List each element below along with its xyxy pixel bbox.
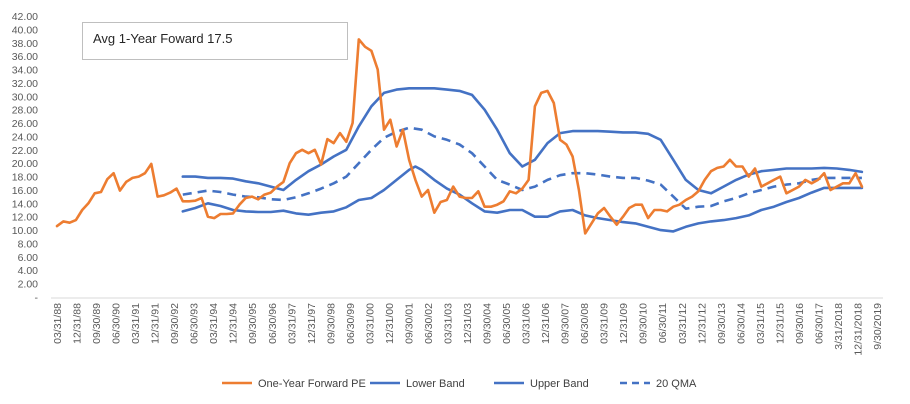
x-tick-label: 06/30/14 xyxy=(735,303,747,344)
x-tick-label: 09/30/13 xyxy=(716,303,728,344)
y-tick-label: 16.00 xyxy=(12,185,38,197)
legend: One-Year Forward PE Lower Band Upper Band 2… xyxy=(222,378,697,390)
series-line-one-year-forward-pe xyxy=(55,38,864,235)
x-tick-label: 12/31/12 xyxy=(696,303,708,344)
annotation-box: Avg 1-Year Foward 17.5 xyxy=(82,22,348,60)
x-tick-label: 09/30/92 xyxy=(169,303,181,344)
x-tick-label: 03/31/88 xyxy=(52,303,64,344)
y-tick-label: 36.00 xyxy=(12,51,38,63)
x-tick-label: 09/30/04 xyxy=(482,303,494,344)
x-tick-label: 3/31/2018 xyxy=(833,303,845,350)
x-axis: 03/31/88 12/31/88 09/30/89 06/30/90 03/31/91… xyxy=(51,297,884,356)
x-tick-label: 09/30/01 xyxy=(403,303,415,344)
x-tick-label: 09/30/89 xyxy=(91,303,103,344)
y-tick-label: 42.00 xyxy=(12,11,38,23)
x-tick-label: 12/31/09 xyxy=(618,303,630,344)
y-tick-label: 8.00 xyxy=(18,238,39,250)
x-tick-label: 09/30/16 xyxy=(794,303,806,344)
series-line-lower-band xyxy=(181,165,864,233)
x-tick-label: 12/31/94 xyxy=(228,303,240,344)
y-tick-label: - xyxy=(35,292,39,304)
x-tick-label: 12/31/06 xyxy=(540,303,552,344)
x-tick-label: 9/30/2019 xyxy=(872,303,884,350)
x-tick-label: 06/30/11 xyxy=(657,303,669,343)
x-tick-label: 06/30/96 xyxy=(267,303,279,344)
x-tick-label: 12/31/15 xyxy=(774,303,786,344)
y-tick-label: 14.00 xyxy=(12,198,38,210)
x-tick-label: 06/30/17 xyxy=(813,303,825,344)
x-tick-label: 09/30/07 xyxy=(560,303,572,344)
x-tick-label: 06/30/08 xyxy=(579,303,591,344)
legend-label: One-Year Forward PE xyxy=(258,378,366,390)
x-tick-label: 12/31/88 xyxy=(72,303,84,344)
y-tick-label: 26.00 xyxy=(12,118,38,130)
y-tick-label: 6.00 xyxy=(18,252,39,264)
x-tick-label: 06/30/02 xyxy=(423,303,435,344)
x-tick-label: 09/30/10 xyxy=(638,303,650,344)
x-tick-label: 03/31/09 xyxy=(599,303,611,344)
legend-label: Upper Band xyxy=(530,378,589,390)
y-tick-label: 28.00 xyxy=(12,105,38,117)
x-tick-label: 06/30/99 xyxy=(345,303,357,344)
y-tick-label: 12.00 xyxy=(12,212,38,224)
y-tick-label: 24.00 xyxy=(12,131,38,143)
y-tick-label: 30.00 xyxy=(12,91,38,103)
x-tick-label: 12/31/03 xyxy=(462,303,474,344)
x-tick-label: 12/31/00 xyxy=(384,303,396,344)
x-tick-label: 06/30/05 xyxy=(501,303,513,344)
x-tick-label: 03/31/94 xyxy=(208,303,220,344)
y-tick-label: 34.00 xyxy=(12,65,38,77)
x-tick-label: 03/31/12 xyxy=(677,303,689,344)
y-tick-label: 2.00 xyxy=(18,279,39,291)
series-layer xyxy=(55,38,864,235)
x-tick-label: 03/31/00 xyxy=(364,303,376,344)
x-tick-label: 03/31/06 xyxy=(521,303,533,344)
x-tick-label: 12/31/91 xyxy=(150,303,162,344)
y-tick-label: 32.00 xyxy=(12,78,38,90)
legend-label: 20 QMA xyxy=(656,378,697,390)
x-tick-label: 03/31/03 xyxy=(442,303,454,344)
x-tick-label: 12/31/97 xyxy=(306,303,318,344)
x-tick-label: 06/30/90 xyxy=(111,303,123,344)
x-tick-label: 09/30/98 xyxy=(325,303,337,344)
y-tick-label: 38.00 xyxy=(12,38,38,50)
series-line-20-qma xyxy=(182,126,862,210)
x-tick-label: 12/31/2018 xyxy=(852,303,864,356)
y-tick-label: 10.00 xyxy=(12,225,38,237)
y-tick-label: 40.00 xyxy=(12,24,38,36)
x-tick-label: 09/30/95 xyxy=(247,303,259,344)
y-tick-label: 22.00 xyxy=(12,145,38,157)
annotation-text: Avg 1-Year Foward 17.5 xyxy=(93,31,233,46)
x-tick-label: 03/31/97 xyxy=(286,303,298,344)
legend-label: Lower Band xyxy=(406,378,465,390)
y-tick-label: 18.00 xyxy=(12,172,38,184)
x-tick-label: 03/31/91 xyxy=(130,303,142,344)
x-tick-label: 03/31/15 xyxy=(755,303,767,344)
y-tick-label: 20.00 xyxy=(12,158,38,170)
x-tick-label: 06/30/93 xyxy=(189,303,201,344)
y-tick-label: 4.00 xyxy=(18,265,39,277)
